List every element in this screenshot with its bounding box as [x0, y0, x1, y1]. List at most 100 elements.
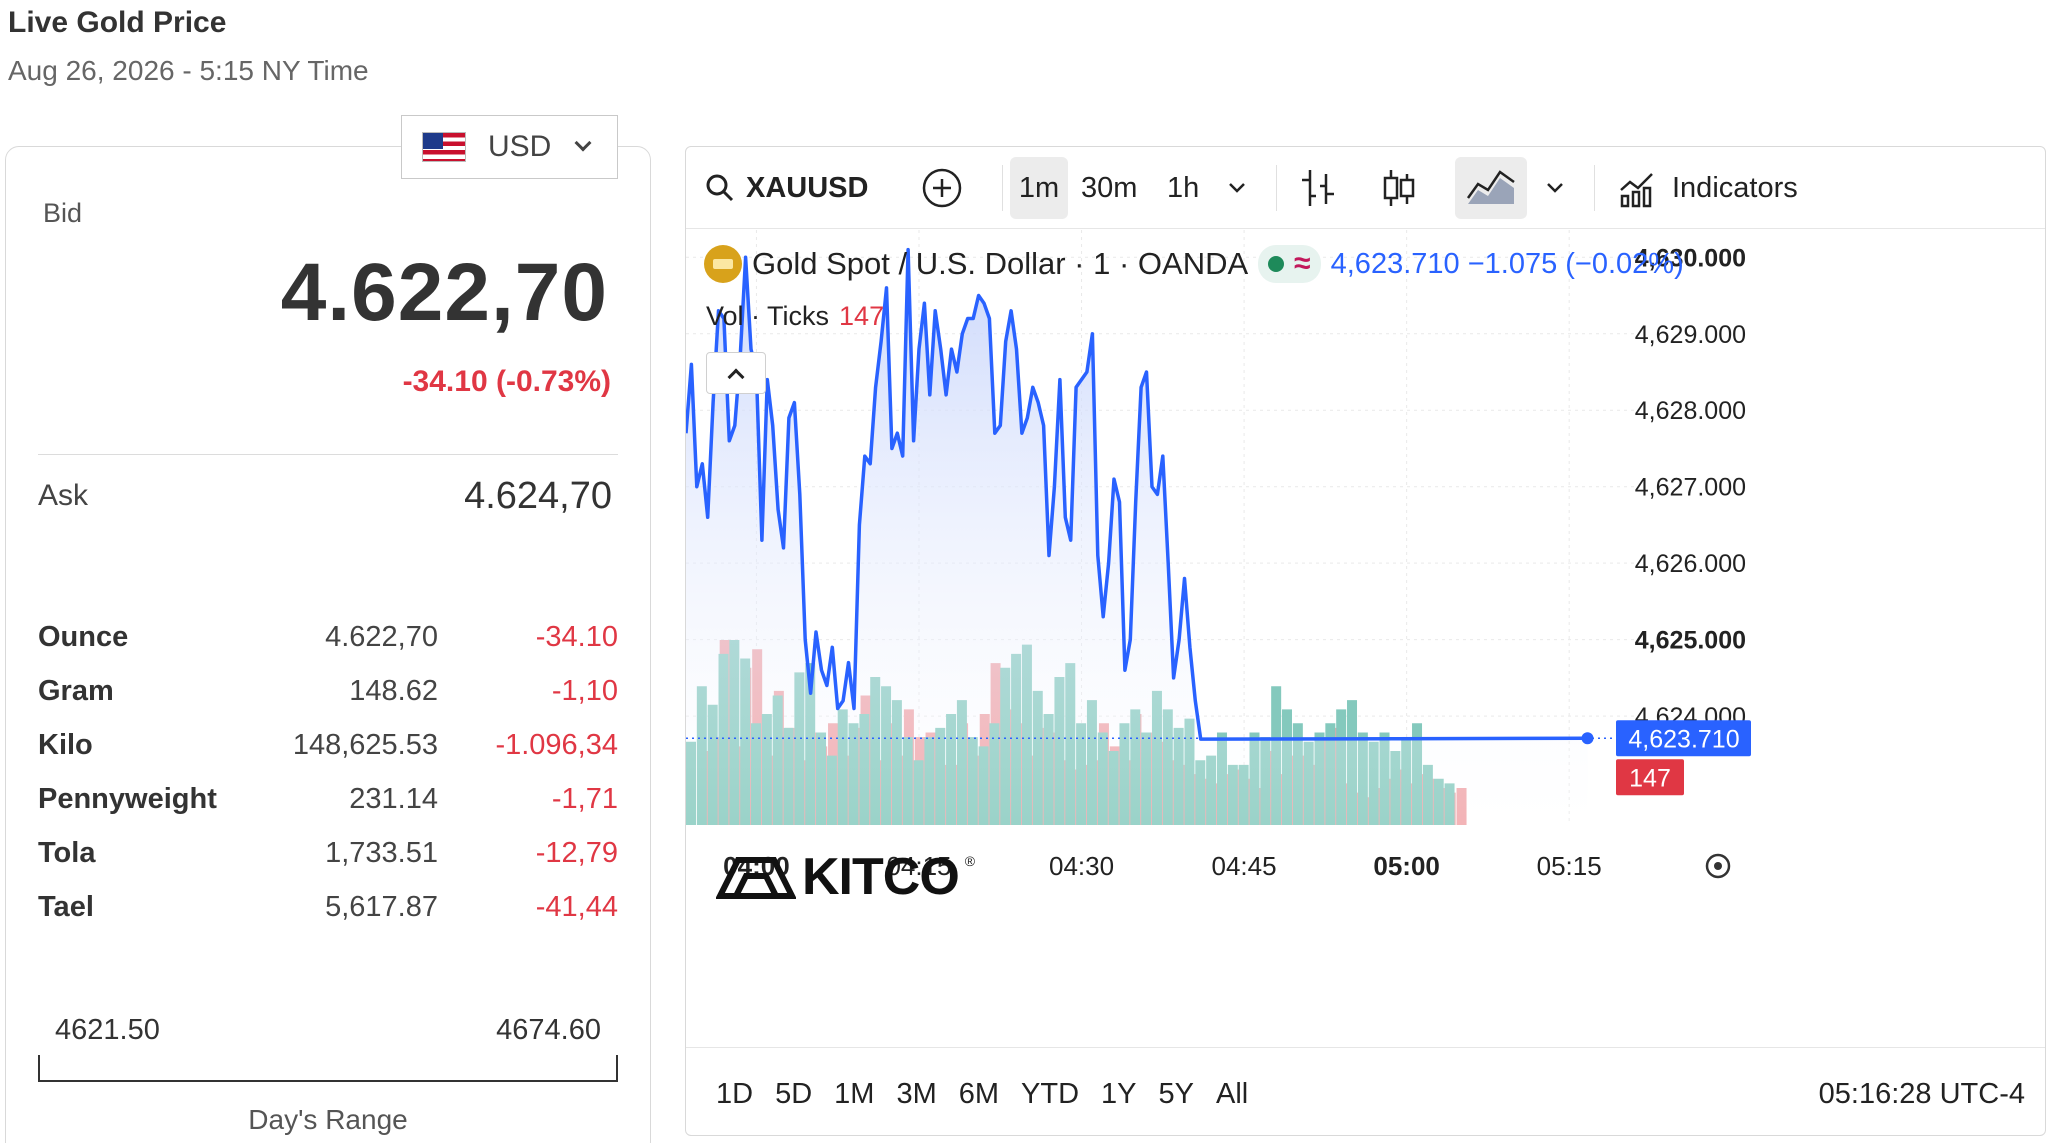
chart-clock[interactable]: 05:16:28 UTC-4	[1818, 1078, 2025, 1110]
indicators-button[interactable]: Indicators	[1618, 157, 1798, 219]
unit-name: Tael	[38, 890, 94, 923]
divider	[38, 454, 618, 455]
toolbar-separator	[1594, 165, 1595, 211]
x-tick-label: 04:30	[1049, 851, 1114, 881]
plus-circle-icon	[922, 168, 962, 208]
y-tick-label: 4,626.000	[1635, 550, 1746, 578]
symbol-label: XAUUSD	[746, 171, 869, 204]
table-row: Pennyweight 231.14 -1,71	[38, 772, 618, 826]
interval-dropdown[interactable]	[1226, 157, 1248, 219]
price-chart[interactable]: 4,624.0004,625.0004,626.0004,627.0004,62…	[686, 230, 2046, 1047]
unit-name: Gram	[38, 674, 114, 707]
last-volume-tag	[1616, 759, 1684, 796]
table-row: Ounce 4.622,70 -34.10	[38, 610, 618, 664]
volume-legend: Vol · Ticks 147	[706, 301, 884, 332]
unit-name: Pennyweight	[38, 782, 217, 815]
unit-change: -1.096,34	[495, 728, 618, 761]
search-icon	[706, 174, 734, 202]
registered-mark: ®	[964, 853, 976, 869]
last-price-tag	[1616, 720, 1751, 757]
bid-change: -34.10 (-0.73%)	[402, 365, 611, 398]
kitco-bars-icon	[716, 857, 796, 899]
kitco-wordmark: KITCO	[802, 848, 960, 906]
area-chart-icon	[1466, 170, 1515, 204]
chart-widget: XAUUSD 1m 30m 1h	[685, 146, 2046, 1136]
table-row: Tola 1,733.51 -12,79	[38, 826, 618, 880]
bar-style-button[interactable]	[1298, 157, 1338, 219]
range-buttons: 1D 5D 1M 3M 6M YTD 1Y 5Y All	[716, 1078, 1270, 1111]
unit-change: -41,44	[535, 890, 618, 923]
day-range-high: 4674.60	[496, 1014, 601, 1046]
chevron-down-icon	[574, 134, 592, 152]
range-button-5d[interactable]: 5D	[775, 1078, 813, 1110]
legend-title: Gold Spot / U.S. Dollar · 1 · OANDA	[752, 246, 1249, 281]
table-row: Tael 5,617.87 -41,44	[38, 880, 618, 934]
status-dot-icon	[1268, 256, 1285, 272]
kitco-logo: KITCO ®	[716, 847, 975, 907]
chevron-down-icon	[1229, 183, 1245, 193]
y-tick-label: 4,628.000	[1635, 397, 1746, 425]
x-tick-label: 05:00	[1373, 851, 1440, 881]
market-status-pill[interactable]: ≈	[1258, 245, 1321, 283]
bid-price: 4.622,70	[280, 247, 608, 338]
unit-name: Ounce	[38, 620, 129, 653]
unit-price-table: Ounce 4.622,70 -34.10 Gram 148.62 -1,10 …	[38, 610, 618, 934]
unit-change: -1,10	[551, 674, 618, 707]
range-button-6m[interactable]: 6M	[958, 1078, 1000, 1110]
style-dropdown[interactable]	[1544, 157, 1566, 219]
day-range-bar	[38, 1055, 618, 1082]
volume-legend-value: 147	[839, 301, 885, 331]
range-button-1y[interactable]: 1Y	[1101, 1078, 1137, 1110]
wave-icon: ≈	[1294, 247, 1311, 280]
x-tick-label: 04:45	[1212, 851, 1277, 881]
interval-1m[interactable]: 1m	[1010, 157, 1068, 219]
unit-price: 5,617.87	[325, 890, 438, 923]
ask-price: 4.624,70	[464, 475, 612, 517]
compare-button[interactable]	[920, 157, 964, 219]
table-row: Gram 148.62 -1,10	[38, 664, 618, 718]
unit-name: Tola	[38, 836, 96, 869]
y-tick-label: 4,629.000	[1635, 321, 1746, 349]
range-button-3m[interactable]: 3M	[896, 1078, 937, 1110]
chevron-down-icon	[1547, 183, 1563, 193]
bid-label: Bid	[43, 198, 83, 228]
collapse-legend-button[interactable]	[706, 352, 766, 394]
day-range-low: 4621.50	[55, 1014, 160, 1046]
range-button-5y[interactable]: 5Y	[1158, 1078, 1195, 1110]
symbol-search[interactable]: XAUUSD	[704, 157, 868, 219]
interval-1h[interactable]: 1h	[1167, 171, 1200, 204]
page-datetime: Aug 26, 2026 - 5:15 NY Time	[8, 55, 369, 86]
currency-select[interactable]: USD	[401, 115, 618, 179]
indicators-label: Indicators	[1672, 171, 1798, 204]
candles-icon	[1383, 170, 1415, 206]
y-tick-label: 4,625.000	[1635, 627, 1746, 655]
unit-change: -12,79	[535, 836, 618, 869]
range-button-all[interactable]: All	[1216, 1078, 1249, 1110]
unit-price: 4.622,70	[325, 620, 438, 653]
range-button-ytd[interactable]: YTD	[1021, 1078, 1080, 1110]
last-price-tag-label: 4,623.710	[1628, 725, 1739, 753]
unit-price: 1,733.51	[325, 836, 438, 869]
bars-icon	[1302, 170, 1334, 206]
indicators-icon	[1620, 173, 1653, 208]
table-row: Kilo 148,625.53 -1.096,34	[38, 718, 618, 772]
unit-price: 231.14	[349, 782, 438, 815]
price-line	[686, 247, 1588, 741]
unit-price: 148,625.53	[292, 728, 438, 761]
area-style-button[interactable]	[1455, 157, 1527, 219]
x-tick-label: 04:15	[886, 851, 951, 881]
candles-style-button[interactable]	[1379, 157, 1419, 219]
unit-name: Kilo	[38, 728, 93, 761]
settings-gear-icon	[1705, 853, 1731, 879]
toolbar-separator	[1002, 165, 1003, 211]
last-volume-tag-label: 147	[1629, 764, 1671, 792]
ask-label: Ask	[38, 479, 89, 512]
chart-toolbar: XAUUSD 1m 30m 1h	[686, 147, 2045, 229]
chart-legend: Gold Spot / U.S. Dollar · 1 · OANDA ≈ 4,…	[704, 245, 1684, 283]
day-range-caption: Day's Range	[248, 1104, 408, 1135]
chart-bottom-bar: 1D 5D 1M 3M 6M YTD 1Y 5Y All 05:16:28 UT…	[686, 1047, 2045, 1135]
range-button-1m[interactable]: 1M	[834, 1078, 875, 1110]
range-button-1d[interactable]: 1D	[716, 1078, 754, 1110]
interval-30m[interactable]: 30m	[1081, 171, 1138, 204]
unit-change: -34.10	[535, 620, 618, 653]
